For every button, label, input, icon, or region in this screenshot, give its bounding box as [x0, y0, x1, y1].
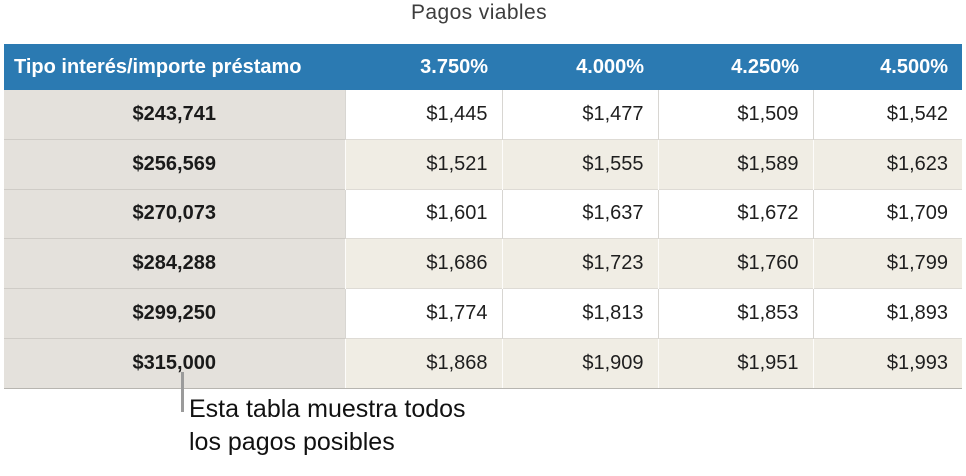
payment-cell[interactable]: $1,509: [657, 90, 813, 140]
table-row: $256,569 $1,521 $1,555 $1,589 $1,623: [4, 138, 962, 190]
table-header-row: Tipo interés/importe préstamo 3.750% 4.0…: [4, 44, 962, 90]
payment-cell[interactable]: $1,774: [344, 288, 502, 339]
table-row: $284,288 $1,686 $1,723 $1,760 $1,799: [4, 238, 962, 289]
payment-cell[interactable]: $1,909: [501, 337, 658, 389]
payment-cell[interactable]: $1,672: [657, 188, 813, 239]
payment-cell[interactable]: $1,477: [501, 90, 658, 140]
callout-annotation: Esta tabla muestra todos los pagos posib…: [189, 393, 466, 459]
payment-cell[interactable]: $1,799: [812, 238, 962, 289]
row-header-amount[interactable]: $299,250: [4, 288, 345, 339]
payment-cell[interactable]: $1,445: [344, 90, 502, 140]
payment-cell[interactable]: $1,853: [657, 288, 813, 339]
payment-cell[interactable]: $1,760: [657, 238, 813, 289]
column-header-rate-4[interactable]: 4.500%: [813, 44, 962, 90]
payment-cell[interactable]: $1,868: [344, 337, 502, 389]
header-row-label[interactable]: Tipo interés/importe préstamo: [4, 44, 345, 90]
column-header-rate-3[interactable]: 4.250%: [658, 44, 813, 90]
payment-cell[interactable]: $1,589: [657, 138, 813, 190]
payment-cell[interactable]: $1,601: [344, 188, 502, 239]
column-header-rate-1[interactable]: 3.750%: [345, 44, 502, 90]
row-header-amount[interactable]: $284,288: [4, 238, 345, 289]
payment-cell[interactable]: $1,709: [812, 188, 962, 239]
payment-cell[interactable]: $1,542: [812, 90, 962, 140]
payment-cell[interactable]: $1,813: [501, 288, 658, 339]
table-row: $315,000 $1,868 $1,909 $1,951 $1,993: [4, 337, 962, 389]
column-header-rate-2[interactable]: 4.000%: [502, 44, 658, 90]
payment-cell[interactable]: $1,521: [344, 138, 502, 190]
payment-cell[interactable]: $1,951: [657, 337, 813, 389]
row-header-amount[interactable]: $256,569: [4, 138, 345, 190]
callout-connector-line: [181, 372, 184, 412]
payment-cell[interactable]: $1,637: [501, 188, 658, 239]
callout-line-1: Esta tabla muestra todos: [189, 395, 466, 423]
table-row: $270,073 $1,601 $1,637 $1,672 $1,709: [4, 188, 962, 239]
payment-cell[interactable]: $1,623: [812, 138, 962, 190]
row-header-amount[interactable]: $315,000: [4, 337, 345, 389]
payment-cell[interactable]: $1,893: [812, 288, 962, 339]
callout-line-2: los pagos posibles: [189, 428, 395, 456]
payment-cell[interactable]: $1,555: [501, 138, 658, 190]
row-header-amount[interactable]: $270,073: [4, 188, 345, 239]
row-header-amount[interactable]: $243,741: [4, 90, 345, 140]
table-title: Pagos viables: [411, 1, 547, 24]
table-row: $299,250 $1,774 $1,813 $1,853 $1,893: [4, 288, 962, 339]
payment-cell[interactable]: $1,686: [344, 238, 502, 289]
payments-table: Tipo interés/importe préstamo 3.750% 4.0…: [4, 44, 962, 389]
payment-cell[interactable]: $1,993: [812, 337, 962, 389]
payment-cell[interactable]: $1,723: [501, 238, 658, 289]
table-row: $243,741 $1,445 $1,477 $1,509 $1,542: [4, 90, 962, 140]
